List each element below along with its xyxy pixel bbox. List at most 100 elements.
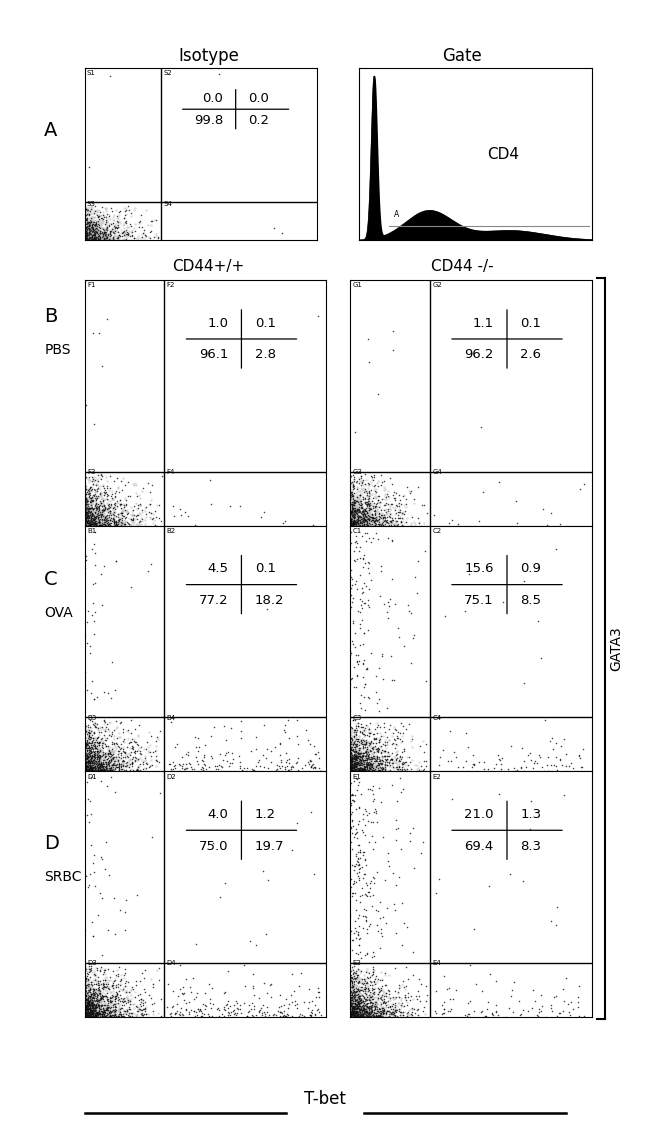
Point <box>361 743 372 761</box>
Point <box>346 1007 357 1025</box>
Point <box>82 500 92 518</box>
Point <box>117 225 127 243</box>
Point <box>493 473 504 491</box>
Point <box>356 975 367 992</box>
Point <box>361 732 371 750</box>
Point <box>346 499 357 517</box>
Point <box>361 484 372 502</box>
Point <box>127 740 138 758</box>
Point <box>365 735 375 753</box>
Point <box>176 507 187 525</box>
Point <box>95 1008 105 1026</box>
Point <box>396 747 407 765</box>
Point <box>353 515 363 533</box>
Point <box>359 546 369 564</box>
Point <box>96 516 107 534</box>
Point <box>346 480 356 498</box>
Point <box>348 1000 358 1018</box>
Point <box>88 998 98 1016</box>
Point <box>87 995 98 1013</box>
Point <box>127 513 138 531</box>
Point <box>369 1007 380 1025</box>
Point <box>191 752 202 770</box>
Point <box>84 500 95 518</box>
Point <box>103 760 114 778</box>
Point <box>80 985 90 1003</box>
Point <box>92 753 103 771</box>
Point <box>109 761 120 779</box>
Point <box>348 738 359 756</box>
Point <box>93 1005 103 1023</box>
Point <box>88 513 99 531</box>
Point <box>398 504 409 522</box>
Point <box>102 218 112 236</box>
Point <box>348 759 358 777</box>
Point <box>150 742 161 760</box>
Point <box>122 1004 132 1022</box>
Point <box>355 508 365 526</box>
Point <box>101 760 111 778</box>
Point <box>348 924 359 942</box>
Point <box>94 225 105 243</box>
Point <box>350 502 360 520</box>
Point <box>367 486 377 504</box>
Point <box>81 762 92 780</box>
Point <box>360 996 370 1014</box>
Point <box>82 999 92 1017</box>
Point <box>81 759 91 777</box>
Point <box>82 230 92 248</box>
Point <box>82 996 92 1014</box>
Point <box>347 749 358 767</box>
Point <box>95 961 105 979</box>
Point <box>431 885 441 903</box>
Point <box>81 634 92 652</box>
Point <box>380 746 391 764</box>
Point <box>361 726 372 744</box>
Point <box>120 890 131 908</box>
Point <box>367 734 378 752</box>
Point <box>92 511 103 529</box>
Point <box>370 499 380 517</box>
Point <box>390 981 400 999</box>
Point <box>349 753 359 771</box>
Point <box>345 995 356 1013</box>
Point <box>372 754 383 772</box>
Point <box>236 723 246 741</box>
Point <box>83 723 94 741</box>
Point <box>90 506 101 524</box>
Point <box>113 724 124 742</box>
Point <box>378 509 388 527</box>
Point <box>109 511 120 529</box>
Point <box>88 758 99 776</box>
Point <box>81 736 92 754</box>
Point <box>92 736 102 754</box>
Point <box>94 762 104 780</box>
Point <box>84 228 95 246</box>
Point <box>99 991 109 1009</box>
Point <box>384 747 394 765</box>
Point <box>355 732 365 750</box>
Point <box>354 930 365 948</box>
Point <box>83 1003 93 1021</box>
Point <box>358 1005 368 1023</box>
Point <box>84 226 94 244</box>
Point <box>143 737 153 755</box>
Point <box>90 736 100 754</box>
Point <box>528 759 538 777</box>
Point <box>109 727 120 745</box>
Point <box>352 1007 363 1025</box>
Point <box>374 495 384 513</box>
Point <box>365 516 375 534</box>
Point <box>80 1003 90 1021</box>
Point <box>349 1005 359 1023</box>
Point <box>375 760 385 778</box>
Point <box>90 746 101 764</box>
Point <box>94 210 104 228</box>
Point <box>348 762 359 780</box>
Point <box>103 960 113 978</box>
Point <box>346 991 357 1009</box>
Point <box>103 746 114 764</box>
Point <box>546 999 556 1017</box>
Point <box>81 505 92 523</box>
Point <box>115 516 125 534</box>
